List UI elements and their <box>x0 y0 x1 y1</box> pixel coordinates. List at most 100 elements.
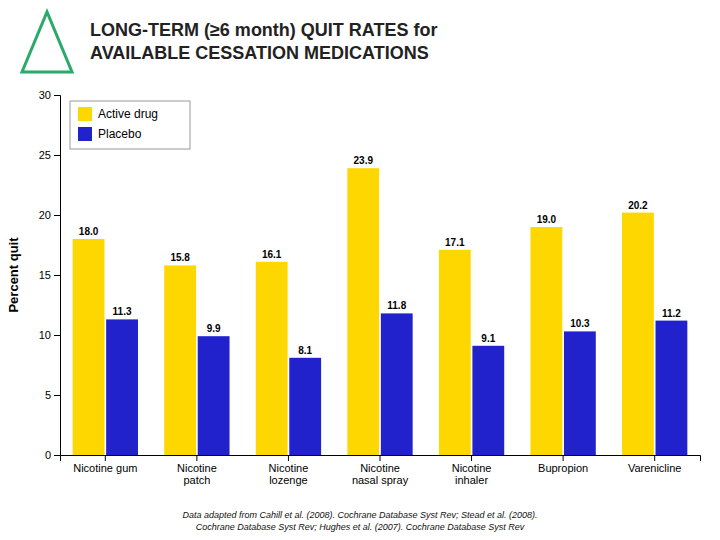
y-tick: 30 <box>39 89 60 101</box>
x-tick-label: Nicotinenasal spray <box>352 462 409 487</box>
data-label: 17.1 <box>445 237 465 248</box>
bar <box>73 239 105 455</box>
bar <box>439 250 471 455</box>
bar <box>530 227 562 455</box>
x-tick-label: Nicotinepatch <box>177 462 217 487</box>
data-label: 8.1 <box>298 345 312 356</box>
legend-item: Active drug <box>78 107 158 121</box>
data-label: 9.1 <box>481 333 495 344</box>
x-tick-label: Varenicline <box>628 462 682 474</box>
legend-label: Active drug <box>98 107 158 121</box>
y-tick-mark <box>54 275 60 276</box>
y-tick: 15 <box>39 269 60 281</box>
x-tick-mark <box>563 455 564 461</box>
data-label: 11.2 <box>662 308 681 319</box>
x-tick-label: Nicotineinhaler <box>452 462 492 487</box>
x-tick-label: Bupropion <box>538 462 588 474</box>
bar <box>289 358 321 455</box>
plot: 18.015.816.123.917.119.020.211.39.98.111… <box>6 89 701 486</box>
x-tick-mark <box>380 455 381 461</box>
bar <box>106 319 138 455</box>
data-label: 18.0 <box>79 226 99 237</box>
x-tick-label-line: Nicotine gum <box>73 462 137 474</box>
data-label: 15.8 <box>170 252 190 263</box>
y-tick-mark <box>54 395 60 396</box>
x-tick-mark <box>288 455 289 461</box>
data-label: 11.8 <box>387 300 406 311</box>
x-tick-label-line: nasal spray <box>352 474 409 486</box>
bars <box>73 168 688 455</box>
x-tick-label-line: Nicotine <box>452 462 492 474</box>
x-tick-label-line: Bupropion <box>538 462 588 474</box>
data-label: 23.9 <box>354 155 374 166</box>
data-labels: 18.015.816.123.917.119.020.211.39.98.111… <box>79 155 681 356</box>
x-tick-label-line: Nicotine <box>360 462 400 474</box>
y-axis-line <box>54 96 61 456</box>
bar <box>656 321 688 455</box>
y-tick-mark <box>54 95 60 96</box>
y-axis-title: Percent quit <box>6 237 21 313</box>
x-tick-label-line: Varenicline <box>628 462 682 474</box>
bar <box>198 336 230 455</box>
x-tick-mark <box>105 455 106 461</box>
x-tick-mark <box>654 455 655 461</box>
x-tick: Nicotinepatch <box>177 455 217 486</box>
bar <box>564 331 596 455</box>
x-tick: Nicotineinhaler <box>452 455 492 486</box>
y-tick: 10 <box>39 329 60 341</box>
x-axis-line <box>61 456 701 462</box>
data-label: 19.0 <box>537 214 557 225</box>
bar <box>347 168 379 455</box>
y-tick-label: 20 <box>39 209 51 221</box>
x-axis: Nicotine gumNicotinepatchNicotinelozenge… <box>61 455 701 486</box>
x-tick-label-line: Nicotine <box>177 462 217 474</box>
data-label: 9.9 <box>207 323 221 334</box>
legend-item: Placebo <box>78 127 142 141</box>
y-tick-label: 30 <box>39 89 51 101</box>
legend-label: Placebo <box>98 127 142 141</box>
y-tick: 25 <box>39 149 60 161</box>
legend-swatch <box>78 127 92 141</box>
legend-frame <box>70 101 190 149</box>
x-tick-label-line: patch <box>183 474 210 486</box>
chart: LONG-TERM (≥6 month) QUIT RATES for AVAIL… <box>0 0 720 540</box>
y-axis: 0 5 10 15 20 25 30 <box>39 89 61 461</box>
x-tick: Bupropion <box>538 455 588 474</box>
y-tick-label: 0 <box>45 449 51 461</box>
y-tick: 0 <box>45 449 60 461</box>
x-tick-mark <box>196 455 197 461</box>
title-line: AVAILABLE CESSATION MEDICATIONS <box>90 43 429 63</box>
bar <box>472 346 504 455</box>
y-tick-mark <box>54 455 60 456</box>
data-label: 20.2 <box>628 200 648 211</box>
x-tick: Nicotine gum <box>73 455 137 474</box>
title: LONG-TERM (≥6 month) QUIT RATES for AVAIL… <box>90 20 438 63</box>
x-tick-label: Nicotine gum <box>73 462 137 474</box>
title-line: LONG-TERM (≥6 month) QUIT RATES for <box>90 20 438 40</box>
footnote: Data adapted from Cahill et al. (2008). … <box>182 510 537 520</box>
data-label: 10.3 <box>570 318 590 329</box>
y-tick-label: 15 <box>39 269 51 281</box>
x-tick-label: Nicotinelozenge <box>269 462 309 487</box>
y-tick: 5 <box>45 389 60 401</box>
y-tick-label: 25 <box>39 149 51 161</box>
y-tick-mark <box>54 155 60 156</box>
y-tick-mark <box>54 215 60 216</box>
bar <box>381 313 413 455</box>
x-tick-mark <box>471 455 472 461</box>
x-tick: Nicotinelozenge <box>269 455 309 486</box>
x-tick: Nicotinenasal spray <box>352 455 409 486</box>
logo <box>22 12 72 72</box>
legend-swatch <box>78 107 92 121</box>
y-tick: 20 <box>39 209 60 221</box>
y-tick-mark <box>54 335 60 336</box>
bar <box>256 262 288 455</box>
x-tick: Varenicline <box>628 455 682 474</box>
bar <box>164 265 196 455</box>
y-tick-label: 10 <box>39 329 51 341</box>
x-tick-label-line: Nicotine <box>269 462 309 474</box>
legend: Active drug Placebo <box>70 101 190 149</box>
data-label: 16.1 <box>262 249 282 260</box>
bar <box>622 213 654 455</box>
footnote: Cochrane Database Syst Rev; Hughes et al… <box>196 522 525 532</box>
